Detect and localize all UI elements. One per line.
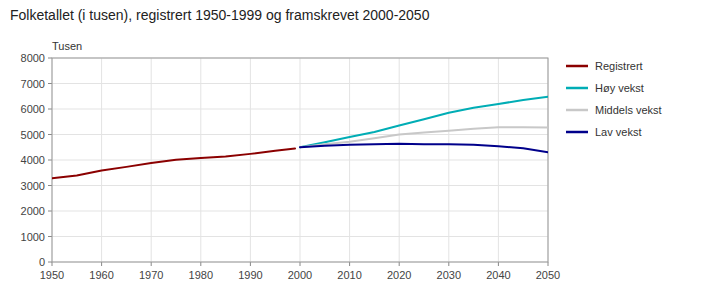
tick-mark bbox=[200, 262, 201, 266]
tick-label: 2040 bbox=[486, 269, 510, 281]
series-line bbox=[300, 144, 548, 153]
tick-mark bbox=[48, 185, 52, 186]
legend-swatch bbox=[566, 65, 588, 68]
tick-mark bbox=[48, 262, 52, 263]
tick-mark bbox=[48, 134, 52, 135]
page: {"chart_data": { "type": "line", "title"… bbox=[0, 0, 718, 289]
tick-mark bbox=[101, 262, 102, 266]
tick-mark bbox=[52, 262, 53, 266]
tick-mark bbox=[48, 160, 52, 161]
tick-label: 4000 bbox=[21, 154, 45, 166]
tick-label: 2000 bbox=[288, 269, 312, 281]
legend-label: Registrert bbox=[595, 60, 643, 72]
tick-label: 1980 bbox=[189, 269, 213, 281]
tick-mark bbox=[448, 262, 449, 266]
tick-label: 2000 bbox=[21, 205, 45, 217]
series-line bbox=[300, 97, 548, 147]
tick-label: 5000 bbox=[21, 129, 45, 141]
grid-line bbox=[349, 58, 350, 262]
tick-mark bbox=[48, 83, 52, 84]
grid-line bbox=[399, 58, 400, 262]
tick-mark bbox=[48, 236, 52, 237]
grid-line bbox=[448, 58, 449, 262]
grid bbox=[52, 58, 548, 262]
legend-label: Lav vekst bbox=[595, 126, 641, 138]
legend: Registrert Høy vekst Middels vekst Lav veks… bbox=[566, 60, 662, 138]
legend-swatch bbox=[566, 87, 588, 90]
tick-label: 6000 bbox=[21, 103, 45, 115]
grid-line bbox=[498, 58, 499, 262]
chart: Folketallet (i tusen), registrert 1950-1… bbox=[0, 0, 718, 289]
series-line bbox=[52, 149, 295, 179]
axis-label: Tusen bbox=[52, 40, 82, 52]
tick-mark bbox=[48, 211, 52, 212]
tick-mark bbox=[548, 262, 549, 266]
grid-line bbox=[151, 58, 152, 262]
tick-label: 1960 bbox=[89, 269, 113, 281]
grid-line bbox=[101, 58, 102, 262]
tick-mark bbox=[300, 262, 301, 266]
tick-mark bbox=[498, 262, 499, 266]
tick-mark bbox=[250, 262, 251, 266]
tick-mark bbox=[48, 58, 52, 59]
tick-label: 2010 bbox=[337, 269, 361, 281]
tick-label: 3000 bbox=[21, 180, 45, 192]
tick-label: 8000 bbox=[21, 52, 45, 64]
legend-swatch bbox=[566, 131, 588, 134]
grid-line bbox=[300, 58, 301, 262]
grid-line bbox=[200, 58, 201, 262]
tick-label: 2030 bbox=[437, 269, 461, 281]
tick-label: 2020 bbox=[387, 269, 411, 281]
tick-label: 1990 bbox=[238, 269, 262, 281]
legend-swatch bbox=[566, 109, 588, 112]
tick-mark bbox=[399, 262, 400, 266]
legend-label: Høy vekst bbox=[595, 82, 644, 94]
grid-line bbox=[250, 58, 251, 262]
tick-label: 0 bbox=[39, 256, 45, 268]
tick-label: 2050 bbox=[536, 269, 560, 281]
legend-label: Middels vekst bbox=[595, 104, 662, 116]
tick-mark bbox=[151, 262, 152, 266]
tick-label: 1000 bbox=[21, 231, 45, 243]
tick-mark bbox=[349, 262, 350, 266]
plot-frame bbox=[52, 58, 548, 262]
tick-mark bbox=[48, 109, 52, 110]
tick-label: 1950 bbox=[40, 269, 64, 281]
tick-label: 1970 bbox=[139, 269, 163, 281]
axes: 0 1000 2000 3000 4000 5000 6000 7000 8000 1950 196… bbox=[21, 52, 561, 281]
series-group bbox=[52, 97, 548, 179]
tick-label: 7000 bbox=[21, 78, 45, 90]
title: Folketallet (i tusen), registrert 1950-1… bbox=[10, 7, 430, 23]
